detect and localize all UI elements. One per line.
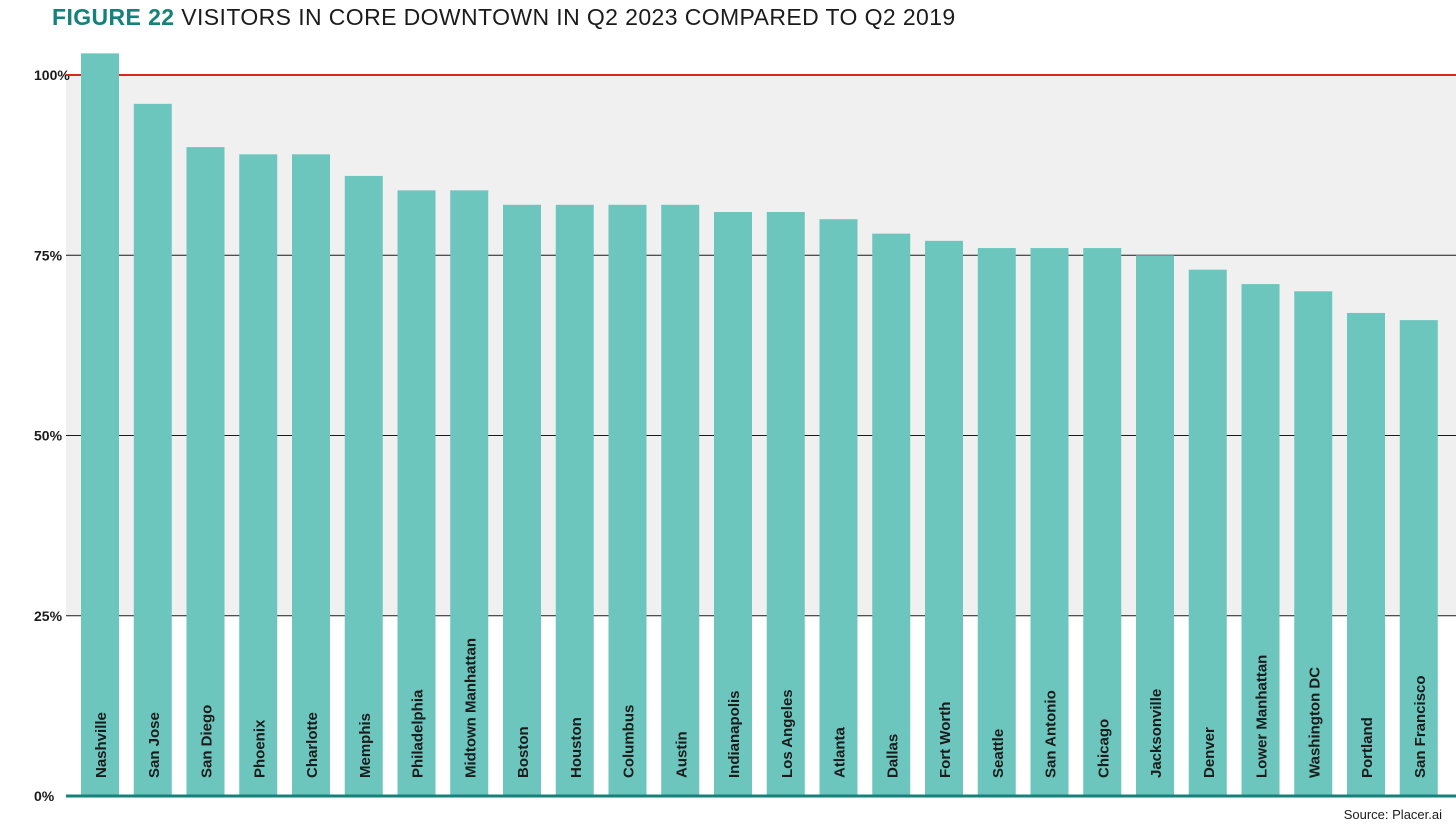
bar-category-label: Austin xyxy=(673,731,690,778)
bar-category-label: Philadelphia xyxy=(410,689,427,778)
bar-category-label: Jacksonville xyxy=(1148,689,1165,778)
bar-category-label: Atlanta xyxy=(832,727,849,778)
bar xyxy=(1188,269,1227,796)
bar xyxy=(766,211,805,797)
bar-category-label: San Jose xyxy=(146,712,163,778)
bar xyxy=(450,190,489,797)
bar-category-label: Washington DC xyxy=(1306,667,1323,778)
bar xyxy=(819,219,858,796)
bar-category-label: Charlotte xyxy=(304,712,321,778)
y-tick-label: 25% xyxy=(34,608,63,624)
bar-category-label: San Antonio xyxy=(1043,690,1060,778)
y-tick-label: 75% xyxy=(34,247,63,263)
bar xyxy=(344,175,383,796)
bar xyxy=(1241,284,1280,796)
bar-category-label: San Diego xyxy=(199,705,216,778)
bar xyxy=(977,248,1016,797)
bar-category-label: Lower Manhattan xyxy=(1254,655,1271,778)
bar xyxy=(81,53,119,797)
bar xyxy=(608,204,647,796)
bar-category-label: Memphis xyxy=(357,713,374,778)
bar-category-label: Indianapolis xyxy=(726,690,743,778)
source-note: Source: Placer.ai xyxy=(1343,807,1442,822)
y-tick-label: 0% xyxy=(34,788,55,804)
chart-title: FIGURE 22 VISITORS IN CORE DOWNTOWN IN Q… xyxy=(52,4,956,31)
bar xyxy=(661,204,700,796)
bar-category-label: Boston xyxy=(515,726,532,778)
bar xyxy=(503,204,541,796)
chart-title-text: VISITORS IN CORE DOWNTOWN IN Q2 2023 COM… xyxy=(181,4,956,30)
bar xyxy=(714,211,752,797)
bar xyxy=(1294,291,1333,796)
bar xyxy=(239,154,278,796)
bar-category-label: Portland xyxy=(1359,717,1376,778)
bar-category-label: Denver xyxy=(1201,727,1218,778)
bar xyxy=(133,103,172,797)
bar xyxy=(292,154,330,796)
bar xyxy=(1399,320,1438,796)
y-tick-label: 50% xyxy=(34,428,63,444)
bar-category-label: Fort Worth xyxy=(937,702,954,778)
bar xyxy=(925,240,963,796)
bar-category-label: Los Angeles xyxy=(779,689,796,778)
bar xyxy=(1083,248,1122,797)
bar xyxy=(1136,255,1174,796)
bar-category-label: Chicago xyxy=(1095,719,1112,778)
bar xyxy=(1347,312,1385,796)
bar-category-label: Phoenix xyxy=(251,719,268,778)
bar-category-label: Dallas xyxy=(884,734,901,778)
y-tick-label: 100% xyxy=(34,67,70,83)
bar xyxy=(555,204,594,796)
bar-category-label: Midtown Manhattan xyxy=(462,638,479,778)
bar xyxy=(872,233,911,796)
bar xyxy=(186,147,225,797)
bar-category-label: San Francisco xyxy=(1412,675,1429,778)
bar-category-label: Nashville xyxy=(93,712,110,778)
bar xyxy=(397,190,436,797)
figure-number: FIGURE 22 xyxy=(52,4,175,30)
bar-category-label: Houston xyxy=(568,717,585,778)
bar xyxy=(1030,248,1069,797)
bar-category-label: Columbus xyxy=(621,705,638,778)
bar-category-label: Seattle xyxy=(990,729,1007,778)
